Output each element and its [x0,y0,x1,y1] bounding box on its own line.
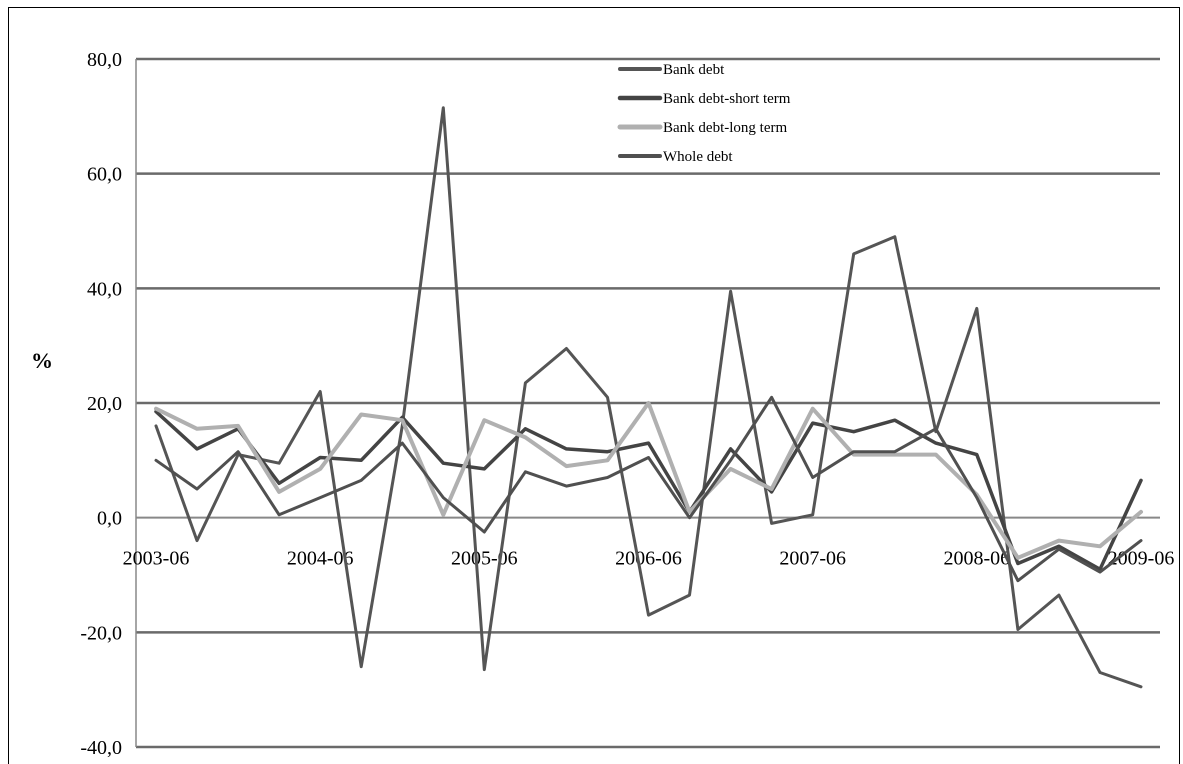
y-tick-label: 0,0 [97,508,122,530]
legend-label: Whole debt [663,149,733,165]
y-tick-label: 60,0 [87,164,122,186]
y-tick-label: 40,0 [87,278,122,300]
series-line-whole-debt [154,395,1143,583]
y-tick-label: -20,0 [80,622,122,644]
series-line-bank-debt [154,106,1143,689]
legend-label: Bank debt-short term [663,91,791,107]
x-tick-label: 2008-06 [943,548,1010,570]
y-tick-labels: 80,0 60,0 40,0 20,0 0,0 -20,0 -40,0 [80,49,122,759]
x-tick-label: 2007-06 [779,548,846,570]
x-tick-label: 2005-06 [451,548,518,570]
legend-label: Bank debt-long term [663,120,787,136]
x-tick-labels: 2003-06 2004-06 2005-06 2006-06 2007-06 2008-… [123,548,1175,570]
y-tick-label: -40,0 [80,737,122,759]
legend-label: Bank debt [663,62,725,78]
y-tick-label: 80,0 [87,49,122,71]
legend: Bank debt Bank debt-short term Bank debt-l… [617,62,791,165]
x-tick-label: 2003-06 [123,548,190,570]
series-lines [154,106,1143,689]
y-axis-label: % [31,348,53,373]
chart-frame [8,7,1180,764]
x-tick-label: 2004-06 [287,548,354,570]
y-tick-label: 20,0 [87,393,122,415]
series-line-bank-debt-short-term [154,409,1143,572]
x-tick-label: 2006-06 [615,548,682,570]
